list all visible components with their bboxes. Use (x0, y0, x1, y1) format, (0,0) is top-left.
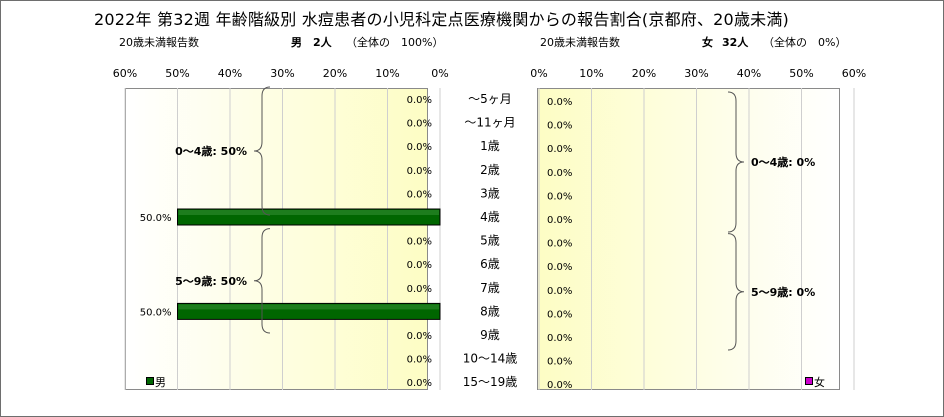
age-category-label: 10～14歳 (463, 352, 518, 366)
female-value-label: 0.0% (547, 262, 572, 273)
female-share: （全体の 0%） (763, 36, 847, 49)
female-age-bracket (727, 91, 745, 233)
male-x-tick-label: 20% (323, 67, 347, 80)
male-share: （全体の 100%） (346, 36, 444, 49)
male-value-label: 0.0% (407, 237, 432, 248)
male-age-bracket (253, 86, 271, 216)
male-value-label: 0.0% (407, 378, 432, 389)
male-legend-label: 男 (155, 376, 166, 389)
male-bracket-label: 0～4歳: 50% (175, 144, 247, 158)
male-value-label: 0.0% (407, 95, 432, 106)
female-value-label: 0.0% (547, 168, 572, 179)
male-value-label: 0.0% (407, 284, 432, 295)
male-count: 2人 (313, 36, 332, 49)
female-x-tick-label: 30% (684, 67, 708, 80)
age-category-label: 1歳 (480, 139, 500, 153)
female-value-label: 0.0% (547, 357, 572, 368)
male-plot-area (125, 88, 428, 390)
male-x-tick-label: 10% (375, 67, 399, 80)
female-x-tick-label: 50% (789, 67, 813, 80)
male-x-tick-label: 40% (218, 67, 242, 80)
male-bracket-label: 5～9歳: 50% (175, 274, 247, 288)
male-value-label: 0.0% (407, 166, 432, 177)
female-value-label: 0.0% (547, 286, 572, 297)
male-value-label: 0.0% (407, 189, 432, 200)
male-bar-highlight (178, 210, 439, 215)
male-value-label: 0.0% (407, 260, 432, 271)
female-value-label: 0.0% (547, 333, 572, 344)
female-x-tick-label: 0% (530, 67, 547, 80)
female-value-label: 0.0% (547, 191, 572, 202)
female-value-label: 0.0% (547, 144, 572, 155)
male-x-tick-label: 50% (165, 67, 189, 80)
male-value-label: 0.0% (407, 331, 432, 342)
male-bar-highlight (178, 304, 439, 310)
female-age-bracket (727, 233, 745, 351)
age-category-label: ～11ヶ月 (464, 116, 515, 130)
male-age-bracket (253, 228, 271, 334)
male-x-tick-label: 30% (270, 67, 294, 80)
age-category-label: 4歳 (480, 210, 500, 224)
female-value-label: 0.0% (547, 215, 572, 226)
female-legend-swatch (805, 377, 813, 385)
male-legend-swatch (146, 377, 154, 385)
female-value-label: 0.0% (547, 309, 572, 320)
male-value-label: 0.0% (407, 142, 432, 153)
male-sex-label: 男 (291, 36, 302, 49)
male-value-label: 50.0% (140, 307, 172, 318)
age-category-label: ～5ヶ月 (468, 92, 512, 106)
male-value-label: 0.0% (407, 355, 432, 366)
age-category-label: 2歳 (480, 163, 500, 177)
female-count: 32人 (722, 36, 749, 49)
male-value-label: 0.0% (407, 119, 432, 130)
female-x-tick-label: 40% (737, 67, 761, 80)
male-legend: 男 (146, 374, 166, 390)
female-x-tick-label: 60% (842, 67, 866, 80)
female-x-tick-label: 20% (632, 67, 656, 80)
age-category-label: 8歳 (480, 304, 500, 318)
female-x-tick-label: 10% (579, 67, 603, 80)
female-value-label: 0.0% (547, 97, 572, 108)
male-value-label: 50.0% (140, 213, 172, 224)
age-category-label: 7歳 (480, 281, 500, 295)
chart-title: 2022年 第32週 年齢階級別 水痘患者の小児科定点医療機関からの報告割合(京… (94, 10, 789, 29)
female-plot-area (537, 88, 840, 390)
age-category-label: 3歳 (480, 186, 500, 200)
male-x-tick-label: 60% (113, 67, 137, 80)
male-report-caption: 20歳未満報告数 (119, 36, 199, 49)
age-category-label: 6歳 (480, 257, 500, 271)
female-legend: 女 (805, 374, 825, 390)
age-category-label: 9歳 (480, 328, 500, 342)
female-value-label: 0.0% (547, 380, 572, 391)
age-category-label: 15～19歳 (463, 375, 518, 389)
female-value-label: 0.0% (547, 121, 572, 132)
female-report-caption: 20歳未満報告数 (540, 36, 620, 49)
female-value-label: 0.0% (547, 239, 572, 250)
female-sex-label: 女 (702, 36, 713, 49)
male-x-tick-label: 0% (431, 67, 448, 80)
age-category-label: 5歳 (480, 234, 500, 248)
female-bracket-label: 5～9歳: 0% (751, 285, 815, 299)
female-bracket-label: 0～4歳: 0% (751, 155, 815, 169)
female-legend-label: 女 (814, 376, 825, 389)
